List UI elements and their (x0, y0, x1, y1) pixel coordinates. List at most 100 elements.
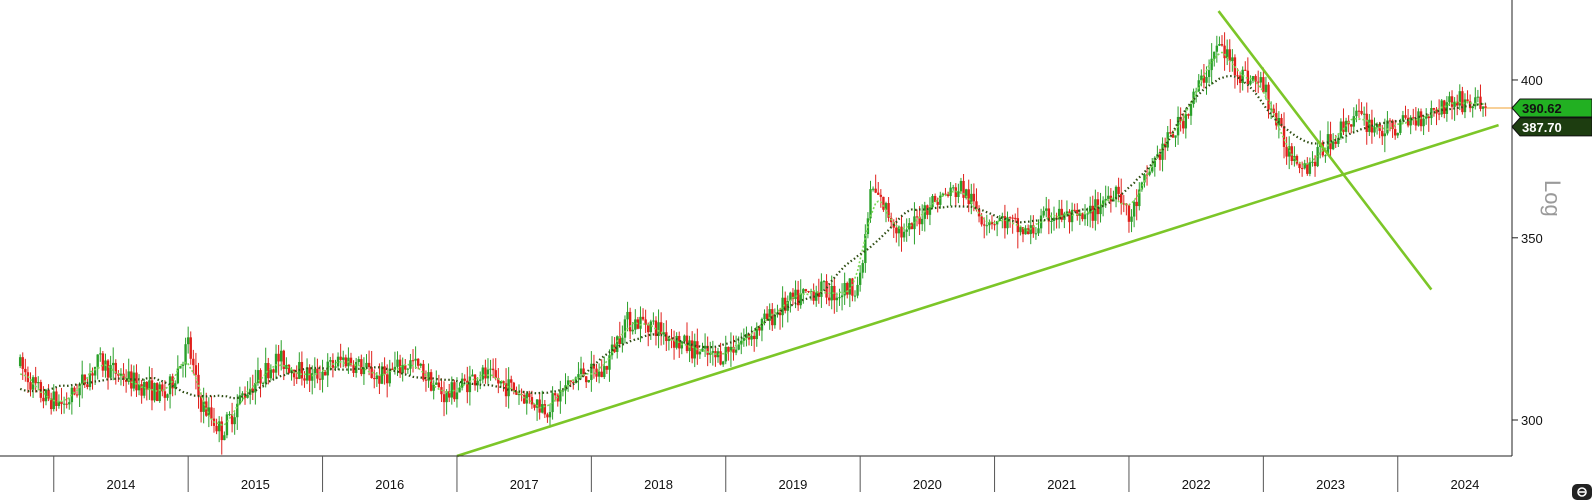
candle (504, 368, 508, 407)
candle (1269, 101, 1273, 120)
candle (362, 357, 366, 385)
candle (1474, 87, 1477, 110)
candle (1060, 199, 1063, 223)
candle (388, 359, 391, 387)
moving-average-line (20, 51, 1486, 426)
candle (559, 380, 562, 414)
candle (1187, 113, 1190, 119)
candle (840, 283, 844, 311)
candle (370, 350, 373, 379)
candle (1073, 203, 1076, 212)
candle (820, 273, 823, 308)
candle (709, 341, 712, 364)
candle (406, 367, 410, 374)
x-tick-label: 2014 (106, 477, 135, 492)
candle (1251, 75, 1255, 84)
candle (112, 347, 115, 381)
candle (241, 391, 244, 401)
candle (866, 212, 870, 239)
candle (321, 359, 324, 393)
candle (437, 374, 441, 388)
candle (80, 360, 84, 399)
candle (228, 411, 231, 417)
candle (833, 278, 836, 314)
candle (1484, 103, 1487, 117)
candle (1202, 63, 1206, 89)
candle (323, 369, 327, 376)
candle (1381, 125, 1384, 145)
candle (584, 376, 588, 388)
candle (928, 197, 932, 226)
candle (716, 347, 720, 363)
candle (577, 362, 580, 391)
candle (1424, 108, 1428, 125)
candle (1388, 118, 1392, 132)
candle (101, 351, 105, 378)
candle (634, 309, 637, 335)
candle (455, 377, 459, 408)
candle (117, 370, 120, 383)
candle (1210, 43, 1213, 85)
candle (1223, 32, 1226, 71)
candle (1114, 185, 1118, 208)
candle (357, 356, 360, 366)
candle (685, 322, 689, 354)
candle (233, 412, 236, 435)
candle (1205, 66, 1208, 95)
candle (1148, 167, 1151, 177)
candle (1427, 113, 1430, 132)
candle (647, 322, 650, 347)
candle (949, 182, 952, 206)
candle (414, 346, 417, 369)
candle (535, 399, 539, 421)
candle (106, 359, 110, 390)
candle (851, 277, 854, 302)
candle (1430, 100, 1433, 125)
zoom-icon[interactable] (1572, 484, 1592, 500)
candle (936, 197, 939, 213)
candle (861, 259, 864, 279)
candle (902, 223, 906, 242)
candle (210, 395, 213, 427)
candle (825, 274, 828, 305)
candle (515, 386, 518, 395)
candle (623, 315, 627, 344)
candle (659, 312, 663, 346)
y-tick-label: 300 (1521, 413, 1543, 428)
candle (939, 191, 942, 209)
candle (574, 376, 578, 384)
candle (626, 301, 629, 332)
candle (952, 184, 955, 191)
candle (1057, 199, 1061, 229)
value-tag-label: 390.62 (1522, 101, 1562, 116)
value-tags: 387.70 390.62 (1511, 98, 1592, 137)
candle (874, 174, 877, 194)
candle (908, 217, 911, 237)
candle (711, 340, 715, 366)
candle (259, 368, 262, 398)
candle (473, 374, 477, 391)
candle (68, 397, 71, 410)
candle (29, 372, 32, 397)
candle (603, 356, 606, 380)
candle (1132, 199, 1136, 228)
candle (967, 179, 970, 213)
candle (546, 412, 549, 423)
candle (1225, 39, 1229, 66)
candle (1011, 214, 1014, 234)
candle (608, 349, 611, 382)
candle (882, 196, 885, 212)
candle (404, 358, 407, 374)
candle (871, 186, 875, 192)
candle (566, 375, 570, 392)
x-tick-label: 2022 (1182, 477, 1211, 492)
candle (667, 336, 671, 351)
candle (1360, 102, 1363, 116)
candle (727, 346, 730, 361)
candle (269, 364, 273, 381)
candle (1231, 49, 1234, 72)
candle (1476, 89, 1480, 103)
candle (618, 321, 621, 348)
candle (879, 189, 883, 208)
candle (429, 369, 433, 392)
